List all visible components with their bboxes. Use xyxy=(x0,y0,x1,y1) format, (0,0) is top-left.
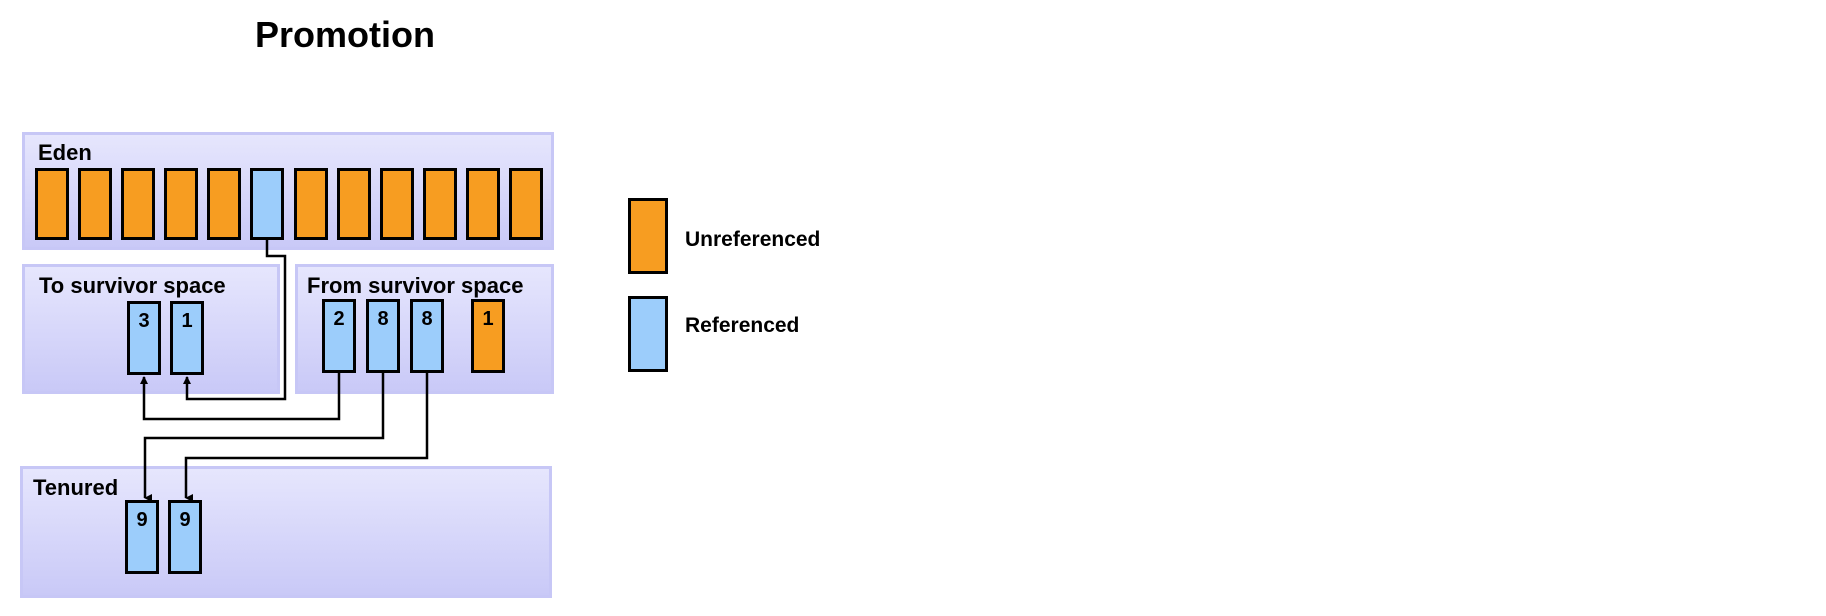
object-age: 3 xyxy=(138,310,150,332)
diagram-title: Promotion xyxy=(255,14,435,55)
eden-object xyxy=(121,168,155,240)
tenure-arrow-2 xyxy=(184,373,429,502)
eden-object xyxy=(423,168,457,240)
eden-object xyxy=(509,168,543,240)
object-age: 8 xyxy=(377,308,389,330)
from-survivor-object-unreferenced: 1 xyxy=(471,299,505,373)
from-survivor-object: 8 xyxy=(410,299,444,373)
to-survivor-object: 1 xyxy=(170,301,204,375)
tenured-object: 9 xyxy=(125,500,159,574)
from-survivor-object: 2 xyxy=(322,299,356,373)
to-survivor-object: 3 xyxy=(127,301,161,375)
from-survivor-object: 8 xyxy=(366,299,400,373)
object-age: 8 xyxy=(421,308,433,330)
eden-to-survivor-arrow xyxy=(183,240,287,401)
eden-object-referenced xyxy=(250,168,284,240)
from-survivor-label: From survivor space xyxy=(307,273,524,298)
eden-object xyxy=(35,168,69,240)
legend-unreferenced-label: Unreferenced xyxy=(685,228,821,251)
eden-object xyxy=(380,168,414,240)
object-age: 9 xyxy=(179,509,191,531)
eden-object xyxy=(207,168,241,240)
tenured-label: Tenured xyxy=(33,475,119,500)
legend-unreferenced-swatch xyxy=(628,198,668,274)
object-age: 9 xyxy=(136,509,148,531)
eden-object xyxy=(78,168,112,240)
eden-object xyxy=(164,168,198,240)
object-age: 1 xyxy=(181,310,193,332)
eden-label: Eden xyxy=(38,140,92,165)
survivor-copy-arrow xyxy=(140,373,341,421)
tenured-region xyxy=(20,466,552,598)
tenured-object: 9 xyxy=(168,500,202,574)
eden-object xyxy=(294,168,328,240)
tenure-arrow-1 xyxy=(143,373,385,502)
object-age: 2 xyxy=(333,308,345,330)
eden-object xyxy=(337,168,371,240)
object-age: 1 xyxy=(482,308,494,330)
legend-referenced-swatch xyxy=(628,296,668,372)
legend-referenced-label: Referenced xyxy=(685,314,800,337)
to-survivor-label: To survivor space xyxy=(39,273,226,298)
eden-object xyxy=(466,168,500,240)
